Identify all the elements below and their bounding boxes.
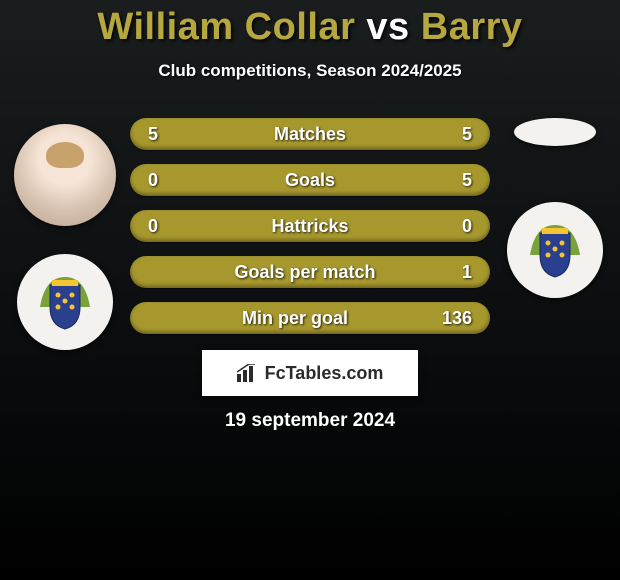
crest-icon	[30, 267, 100, 337]
stat-left-value: 0	[148, 170, 158, 191]
player2-club-crest	[507, 202, 603, 298]
attribution-box: FcTables.com	[202, 350, 418, 396]
stat-label: Goals per match	[234, 262, 375, 283]
stat-row: Min per goal 136	[130, 302, 490, 334]
player1-club-crest	[17, 254, 113, 350]
stat-right-value: 5	[462, 170, 472, 191]
player2-name: Barry	[421, 6, 523, 48]
subtitle: Club competitions, Season 2024/2025	[0, 61, 620, 81]
player1-name: William Collar	[97, 6, 355, 48]
left-column	[0, 118, 130, 350]
stat-right-value: 136	[442, 308, 472, 329]
crest-icon	[520, 215, 590, 285]
bar-chart-icon	[237, 364, 259, 382]
page-title: William Collar vs Barry	[0, 0, 620, 49]
stat-right-value: 5	[462, 124, 472, 145]
stat-label: Matches	[274, 124, 346, 145]
date-line: 19 september 2024	[0, 410, 620, 432]
stat-left-value: 0	[148, 216, 158, 237]
attribution-text: FcTables.com	[265, 363, 384, 384]
vs-separator: vs	[366, 6, 409, 48]
stat-row: 5 Matches 5	[130, 118, 490, 150]
stat-row: Goals per match 1	[130, 256, 490, 288]
stat-right-value: 1	[462, 262, 472, 283]
player2-avatar	[514, 118, 596, 146]
stat-row: 0 Goals 5	[130, 164, 490, 196]
stat-label: Min per goal	[242, 308, 348, 329]
stats-table: 5 Matches 5 0 Goals 5 0 Hattricks 0 Goals per mat…	[130, 118, 490, 348]
stat-right-value: 0	[462, 216, 472, 237]
stat-label: Hattricks	[271, 216, 348, 237]
stat-label: Goals	[285, 170, 335, 191]
stat-left-value: 5	[148, 124, 158, 145]
stat-row: 0 Hattricks 0	[130, 210, 490, 242]
player1-avatar	[14, 124, 116, 226]
right-column	[490, 118, 620, 298]
